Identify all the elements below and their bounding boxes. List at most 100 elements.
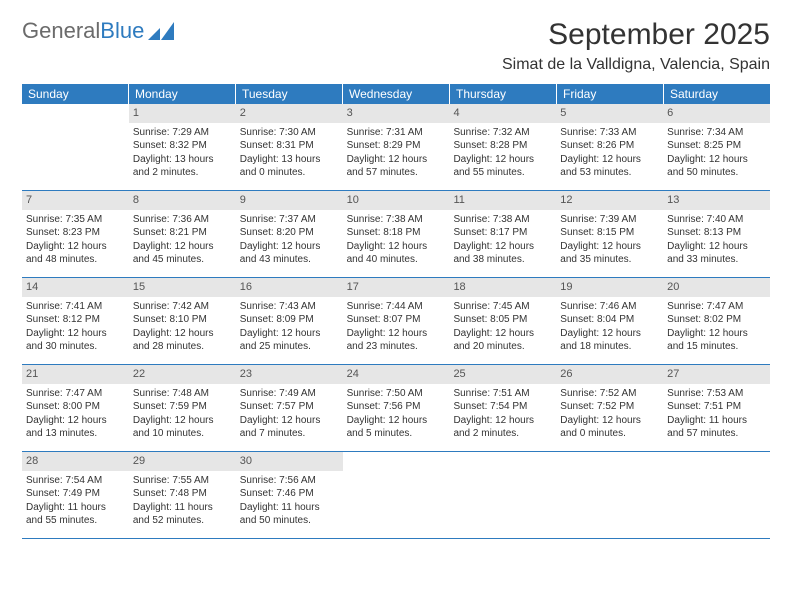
day-info-line: Sunset: 8:32 PM	[133, 139, 232, 153]
day-cell: 1Sunrise: 7:29 AMSunset: 8:32 PMDaylight…	[129, 104, 236, 190]
day-number: 9	[236, 191, 343, 210]
logo: GeneralBlue	[22, 18, 174, 44]
day-info-line: Sunset: 7:54 PM	[453, 400, 552, 414]
day-cell: 12Sunrise: 7:39 AMSunset: 8:15 PMDayligh…	[556, 191, 663, 277]
day-info-line: Daylight: 12 hours	[133, 414, 232, 428]
day-number: 3	[343, 104, 450, 123]
logo-text-2: Blue	[100, 18, 144, 44]
day-info-line: Daylight: 12 hours	[240, 240, 339, 254]
day-info-line: and 2 minutes.	[453, 427, 552, 441]
day-info-line: Sunset: 8:31 PM	[240, 139, 339, 153]
day-info-line: Sunrise: 7:38 AM	[453, 213, 552, 227]
day-cell: 6Sunrise: 7:34 AMSunset: 8:25 PMDaylight…	[663, 104, 770, 190]
day-info-line: Sunrise: 7:36 AM	[133, 213, 232, 227]
day-info-line: and 52 minutes.	[133, 514, 232, 528]
day-number: 18	[449, 278, 556, 297]
day-info-line: Daylight: 12 hours	[26, 414, 125, 428]
weekday-header: Wednesday	[343, 84, 450, 104]
day-info-line: Sunrise: 7:35 AM	[26, 213, 125, 227]
day-info-line: Daylight: 11 hours	[133, 501, 232, 515]
day-info-line: Sunset: 8:23 PM	[26, 226, 125, 240]
week-row: 21Sunrise: 7:47 AMSunset: 8:00 PMDayligh…	[22, 365, 770, 452]
day-info-line: and 30 minutes.	[26, 340, 125, 354]
day-number: 14	[22, 278, 129, 297]
day-info-line: and 25 minutes.	[240, 340, 339, 354]
day-info-line: Daylight: 12 hours	[240, 327, 339, 341]
day-info-line: Sunrise: 7:44 AM	[347, 300, 446, 314]
day-cell: 28Sunrise: 7:54 AMSunset: 7:49 PMDayligh…	[22, 452, 129, 538]
day-info-line: Sunset: 8:18 PM	[347, 226, 446, 240]
day-cell: 14 Sunrise: 7:41 AMSunset: 8:12 PMDayligh…	[22, 278, 129, 364]
day-info-line: Sunrise: 7:49 AM	[240, 387, 339, 401]
day-info-line: Sunrise: 7:53 AM	[667, 387, 766, 401]
day-info-line: Sunrise: 7:48 AM	[133, 387, 232, 401]
day-info-line: Daylight: 12 hours	[560, 153, 659, 167]
week-row: 14Sunrise: 7:41 AMSunset: 8:12 PMDayligh…	[22, 278, 770, 365]
day-info-line: Sunrise: 7:47 AM	[26, 387, 125, 401]
day-info-line: Sunrise: 7:46 AM	[560, 300, 659, 314]
day-cell: 9Sunrise: 7:37 AMSunset: 8:20 PMDaylight…	[236, 191, 343, 277]
day-info-line: and 0 minutes.	[560, 427, 659, 441]
day-number: 21	[22, 365, 129, 384]
day-info-line: and 48 minutes.	[26, 253, 125, 267]
day-info-line: Daylight: 12 hours	[667, 153, 766, 167]
day-info-line: and 43 minutes.	[240, 253, 339, 267]
day-info-line: and 50 minutes.	[667, 166, 766, 180]
day-info-line: Sunset: 8:00 PM	[26, 400, 125, 414]
day-info-line: Sunset: 8:13 PM	[667, 226, 766, 240]
day-cell	[22, 104, 129, 190]
day-info-line: Sunset: 8:02 PM	[667, 313, 766, 327]
day-info-line: Daylight: 13 hours	[240, 153, 339, 167]
day-cell: 24Sunrise: 7:50 AMSunset: 7:56 PMDayligh…	[343, 365, 450, 451]
day-info-line: Sunrise: 7:37 AM	[240, 213, 339, 227]
day-number: 2	[236, 104, 343, 123]
day-info-line: Daylight: 13 hours	[133, 153, 232, 167]
week-row: 7Sunrise: 7:35 AMSunset: 8:23 PMDaylight…	[22, 191, 770, 278]
day-cell	[556, 452, 663, 538]
day-info-line: Daylight: 12 hours	[26, 327, 125, 341]
day-info-line: Daylight: 12 hours	[453, 240, 552, 254]
day-number: 5	[556, 104, 663, 123]
day-cell: 16Sunrise: 7:43 AMSunset: 8:09 PMDayligh…	[236, 278, 343, 364]
day-cell: 30Sunrise: 7:56 AMSunset: 7:46 PMDayligh…	[236, 452, 343, 538]
day-info-line: Sunset: 8:12 PM	[26, 313, 125, 327]
day-info-line: Sunrise: 7:52 AM	[560, 387, 659, 401]
day-number	[22, 104, 129, 123]
day-cell: 2Sunrise: 7:30 AMSunset: 8:31 PMDaylight…	[236, 104, 343, 190]
day-info-line: Sunrise: 7:41 AM	[26, 300, 125, 314]
day-info-line: Sunrise: 7:32 AM	[453, 126, 552, 140]
weekday-header: Monday	[129, 84, 236, 104]
day-info-line: Daylight: 12 hours	[347, 327, 446, 341]
day-info-line: Sunset: 7:46 PM	[240, 487, 339, 501]
day-cell: 7Sunrise: 7:35 AMSunset: 8:23 PMDaylight…	[22, 191, 129, 277]
week-row: 28Sunrise: 7:54 AMSunset: 7:49 PMDayligh…	[22, 452, 770, 539]
day-cell: 8Sunrise: 7:36 AMSunset: 8:21 PMDaylight…	[129, 191, 236, 277]
weekday-header-row: SundayMondayTuesdayWednesdayThursdayFrid…	[22, 84, 770, 104]
day-cell: 10Sunrise: 7:38 AMSunset: 8:18 PMDayligh…	[343, 191, 450, 277]
day-info-line: Daylight: 12 hours	[560, 240, 659, 254]
day-info-line: and 7 minutes.	[240, 427, 339, 441]
day-info-line: Sunset: 7:52 PM	[560, 400, 659, 414]
month-title: September 2025	[502, 18, 770, 52]
day-cell	[343, 452, 450, 538]
weeks-container: 1Sunrise: 7:29 AMSunset: 8:32 PMDaylight…	[22, 104, 770, 539]
day-cell: 29Sunrise: 7:55 AMSunset: 7:48 PMDayligh…	[129, 452, 236, 538]
day-number: 11	[449, 191, 556, 210]
day-info-line: Sunset: 8:21 PM	[133, 226, 232, 240]
day-info-line: and 18 minutes.	[560, 340, 659, 354]
day-info-line: Sunrise: 7:34 AM	[667, 126, 766, 140]
day-number: 20	[663, 278, 770, 297]
weekday-header: Saturday	[664, 84, 770, 104]
day-info-line: Sunrise: 7:43 AM	[240, 300, 339, 314]
day-info-line: and 55 minutes.	[26, 514, 125, 528]
day-info-line: and 28 minutes.	[133, 340, 232, 354]
day-info-line: Sunset: 8:25 PM	[667, 139, 766, 153]
day-info-line: and 57 minutes.	[347, 166, 446, 180]
day-info-line: Sunrise: 7:31 AM	[347, 126, 446, 140]
day-cell: 19Sunrise: 7:46 AMSunset: 8:04 PMDayligh…	[556, 278, 663, 364]
day-number: 10	[343, 191, 450, 210]
weekday-header: Thursday	[450, 84, 557, 104]
day-number: 29	[129, 452, 236, 471]
day-info-line: Daylight: 11 hours	[240, 501, 339, 515]
day-info-line: and 40 minutes.	[347, 253, 446, 267]
